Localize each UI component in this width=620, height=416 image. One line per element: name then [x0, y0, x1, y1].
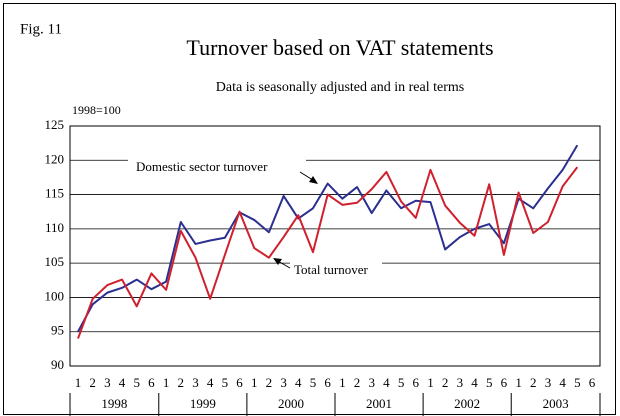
- year-label: 2003: [543, 396, 569, 411]
- x-tick-label: 3: [280, 375, 287, 390]
- x-tick-label: 6: [148, 375, 155, 390]
- year-label: 2000: [278, 396, 304, 411]
- x-tick-label: 4: [119, 375, 126, 390]
- x-tick-label: 6: [413, 375, 420, 390]
- x-tick-label: 3: [457, 375, 464, 390]
- x-tick-label: 6: [501, 375, 508, 390]
- x-tick-label: 4: [383, 375, 390, 390]
- x-tick-label: 1: [427, 375, 434, 390]
- x-tick-label: 1: [251, 375, 258, 390]
- y-tick-label: 100: [45, 288, 65, 303]
- x-tick-label: 1: [75, 375, 82, 390]
- arrow-head: [309, 176, 318, 184]
- plot-frame: [69, 125, 601, 367]
- y-tick-label: 90: [51, 357, 64, 372]
- year-label: 2002: [454, 396, 480, 411]
- x-tick-label: 2: [530, 375, 537, 390]
- x-tick-label: 1: [163, 375, 170, 390]
- figure-label: Fig. 11: [20, 21, 62, 37]
- x-tick-label: 2: [354, 375, 361, 390]
- y-tick-label: 115: [45, 186, 64, 201]
- y-tick-label: 95: [51, 323, 64, 338]
- series-label: Total turnover: [294, 262, 368, 277]
- x-tick-label: 6: [589, 375, 596, 390]
- label-background: [290, 262, 382, 279]
- x-tick-label: 5: [133, 375, 140, 390]
- x-tick-label: 2: [89, 375, 96, 390]
- year-label: 2001: [366, 396, 392, 411]
- label-background: [128, 159, 306, 177]
- x-tick-label: 2: [442, 375, 449, 390]
- x-tick-label: 4: [559, 375, 566, 390]
- x-tick-label: 1: [339, 375, 346, 390]
- x-tick-label: 1: [515, 375, 522, 390]
- arrow-head: [273, 258, 282, 265]
- x-tick-label: 5: [222, 375, 229, 390]
- y-tick-label: 120: [45, 151, 65, 166]
- x-tick-label: 2: [266, 375, 273, 390]
- x-tick-label: 5: [574, 375, 581, 390]
- figure-frame: [3, 3, 616, 415]
- y-tick-label: 110: [45, 220, 64, 235]
- year-label: 1999: [190, 396, 216, 411]
- y-tick-label: 105: [45, 254, 65, 269]
- x-tick-label: 3: [545, 375, 552, 390]
- x-tick-label: 5: [398, 375, 405, 390]
- lines: [77, 144, 579, 339]
- x-tick-label: 6: [324, 375, 331, 390]
- x-tick-label: 3: [368, 375, 375, 390]
- x-tick-label: 4: [207, 375, 214, 390]
- x-tick-label: 4: [295, 375, 302, 390]
- x-tick-label: 3: [192, 375, 199, 390]
- x-tick-label: 5: [486, 375, 493, 390]
- x-tick-label: 6: [236, 375, 243, 390]
- x-tick-label: 3: [104, 375, 111, 390]
- y-tick-label: 125: [45, 117, 65, 132]
- x-tick-label: 5: [310, 375, 317, 390]
- y-axis-unit: 1998=100: [72, 103, 121, 117]
- x-tick-label: 2: [178, 375, 185, 390]
- series-line: [77, 166, 579, 339]
- chart-title: Turnover based on VAT statements: [186, 35, 493, 60]
- x-tick-label: 4: [471, 375, 478, 390]
- year-label: 1998: [101, 396, 127, 411]
- series-label: Domestic sector turnover: [136, 159, 268, 174]
- chart-subtitle: Data is seasonally adjusted and in real …: [216, 80, 464, 95]
